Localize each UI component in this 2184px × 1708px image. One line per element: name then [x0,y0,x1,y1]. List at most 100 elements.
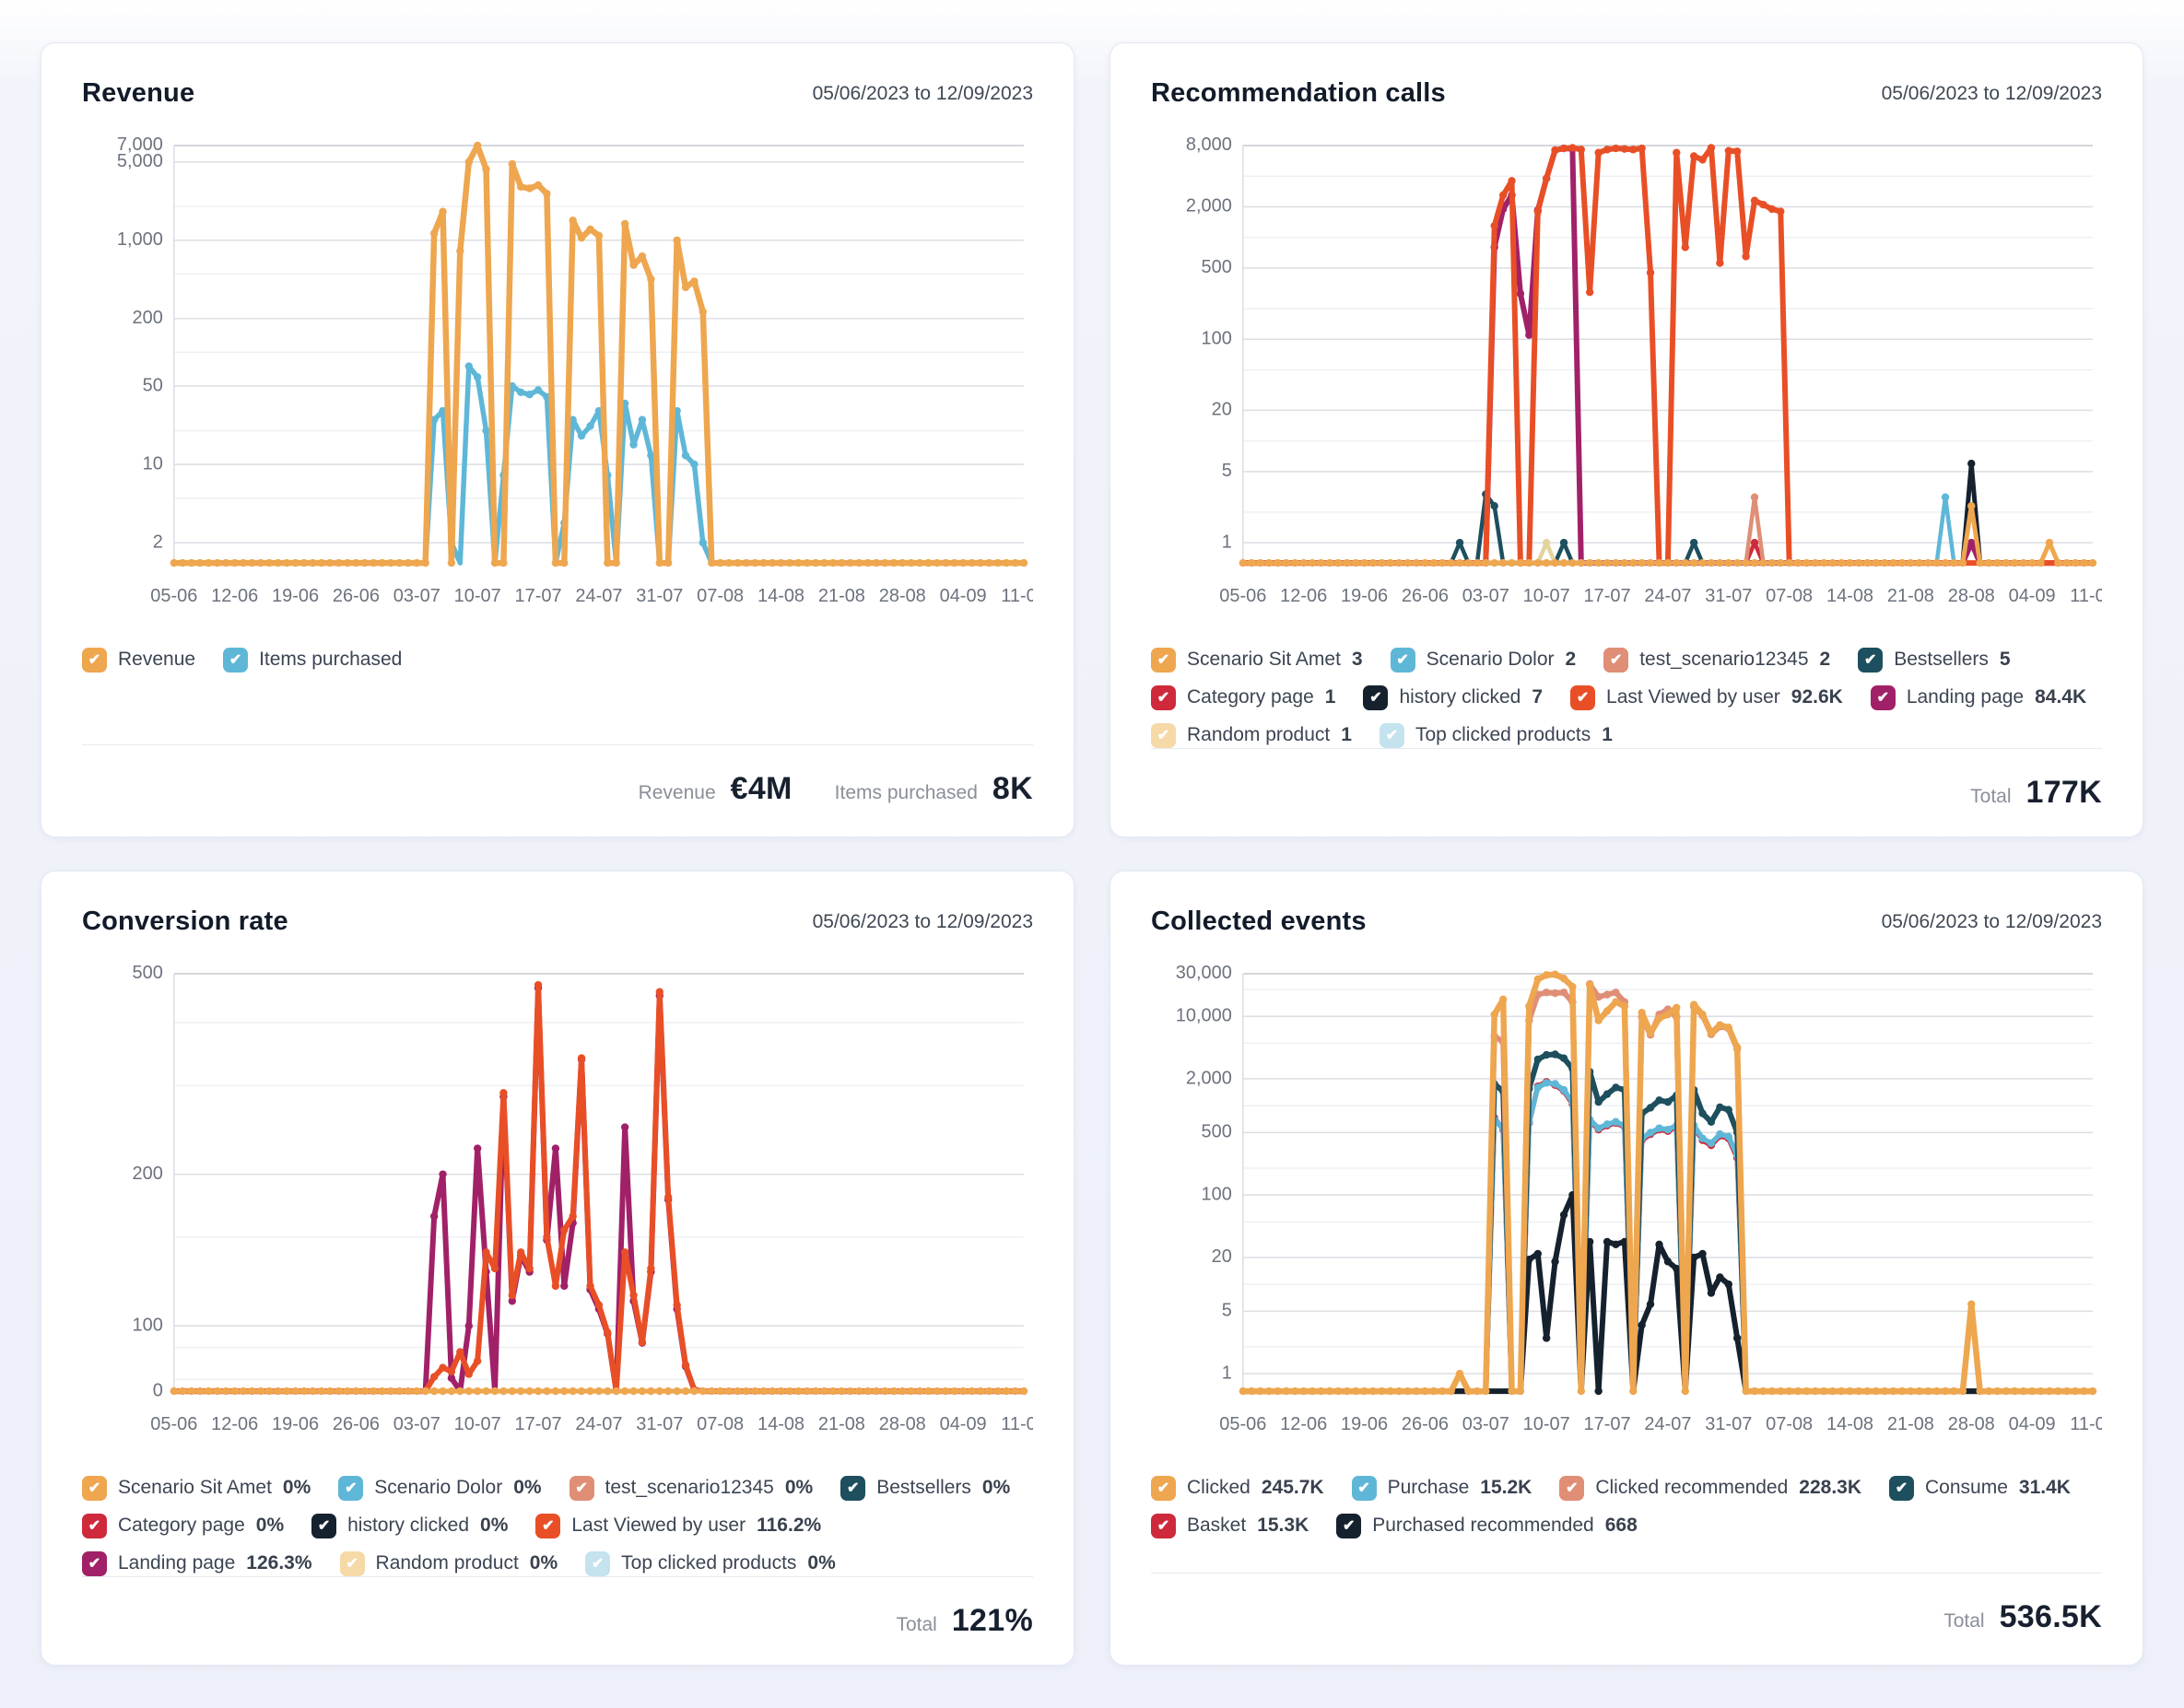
divider [1151,747,2102,750]
totals: Total 121% [82,1603,1033,1639]
checkbox-checked-icon[interactable]: ✔ [82,1513,107,1538]
checkbox-checked-icon[interactable]: ✔ [1889,1475,1914,1501]
legend-item-clicked-recommended[interactable]: ✔ Clicked recommended 228.3K [1559,1475,1861,1501]
legend-label: Clicked recommended [1595,1477,1789,1499]
svg-text:12-06: 12-06 [1280,1414,1327,1434]
checkbox-checked-icon[interactable]: ✔ [840,1475,866,1501]
svg-text:500: 500 [133,963,163,983]
legend-item-category-page[interactable]: ✔ Category page 1 [1151,684,1335,710]
checkbox-checked-icon[interactable]: ✔ [1858,647,1884,673]
svg-text:2,000: 2,000 [1186,1068,1232,1088]
svg-text:10-07: 10-07 [454,586,501,606]
svg-text:0: 0 [153,1380,163,1400]
legend: ✔ Scenario Sit Amet 3 ✔ Scenario Dolor 2 ✔ test… [1151,647,2102,748]
legend-value: 668 [1604,1515,1638,1537]
checkbox-checked-icon[interactable]: ✔ [311,1513,337,1538]
checkbox-checked-icon[interactable]: ✔ [338,1475,364,1501]
checkbox-checked-icon[interactable]: ✔ [1336,1513,1362,1538]
checkbox-checked-icon[interactable]: ✔ [1151,647,1176,673]
legend-label: Category page [1187,686,1314,708]
card-header: Conversion rate 05/06/2023 to 12/09/2023 [82,907,1033,937]
conversion-rate-chart: 500 200 100 0 05-06 12-06 19-06 26-06 03-07 10-07… [133,963,1033,1434]
conversion-rate-card: Conversion rate 05/06/2023 to 12/09/2023… [41,871,1074,1666]
legend-value: 228.3K [1799,1477,1861,1499]
svg-text:10-07: 10-07 [454,1414,501,1434]
svg-text:11-09: 11-09 [2070,586,2102,606]
legend-item-bestsellers[interactable]: ✔ Bestsellers 0% [840,1475,1010,1501]
legend-item-last-viewed-by-user[interactable]: ✔ Last Viewed by user 116.2% [535,1513,821,1538]
legend-value: 0% [784,1477,814,1499]
checkbox-checked-icon[interactable]: ✔ [1363,684,1389,710]
checkbox-checked-icon[interactable]: ✔ [82,647,107,673]
card-title: Revenue [82,78,195,108]
checkbox-checked-icon[interactable]: ✔ [1151,722,1176,748]
card-footer: Revenue €4M Items purchased 8K [82,743,1033,808]
legend-item-test-scenario12345[interactable]: ✔ test_scenario12345 0% [569,1475,814,1501]
legend-item-history-clicked[interactable]: ✔ history clicked 0% [311,1513,508,1538]
legend-item-scenario-sit-amet[interactable]: ✔ Scenario Sit Amet 0% [82,1475,311,1501]
totals: Revenue €4M Items purchased 8K [82,771,1033,807]
checkbox-checked-icon[interactable]: ✔ [223,647,249,673]
checkbox-checked-icon[interactable]: ✔ [82,1475,107,1501]
legend-item-random-product[interactable]: ✔ Random product 1 [1151,722,1352,748]
legend-item-category-page[interactable]: ✔ Category page 0% [82,1513,284,1538]
svg-text:04-09: 04-09 [940,586,987,606]
checkbox-checked-icon[interactable]: ✔ [1151,1475,1176,1501]
legend-value: 3 [1351,649,1363,671]
checkbox-checked-icon[interactable]: ✔ [82,1550,107,1576]
legend-label: history clicked [1399,686,1521,708]
checkbox-checked-icon[interactable]: ✔ [535,1513,561,1538]
svg-text:05-06: 05-06 [150,1414,197,1434]
checkbox-checked-icon[interactable]: ✔ [1151,684,1176,710]
checkbox-checked-icon[interactable]: ✔ [1570,684,1596,710]
svg-text:24-07: 24-07 [1644,586,1691,606]
checkbox-checked-icon[interactable]: ✔ [339,1550,365,1576]
checkbox-checked-icon[interactable]: ✔ [1151,1513,1176,1538]
legend-item-revenue[interactable]: ✔ Revenue [82,647,195,673]
legend-item-purchased-recommended[interactable]: ✔ Purchased recommended 668 [1336,1513,1638,1538]
checkbox-checked-icon[interactable]: ✔ [1379,722,1404,748]
checkbox-checked-icon[interactable]: ✔ [1390,647,1415,673]
legend-item-top-clicked-products[interactable]: ✔ Top clicked products 0% [585,1550,836,1576]
legend-item-items-purchased[interactable]: ✔ Items purchased [223,647,403,673]
legend-item-top-clicked-products[interactable]: ✔ Top clicked products 1 [1379,722,1613,748]
legend-item-clicked[interactable]: ✔ Clicked 245.7K [1151,1475,1324,1501]
checkbox-checked-icon[interactable]: ✔ [1870,684,1896,710]
checkbox-checked-icon[interactable]: ✔ [585,1550,611,1576]
svg-text:1: 1 [1222,532,1232,552]
checkbox-checked-icon[interactable]: ✔ [569,1475,594,1501]
legend-item-landing-page[interactable]: ✔ Landing page 126.3% [82,1550,312,1576]
divider [82,1575,1033,1578]
legend-item-last-viewed-by-user[interactable]: ✔ Last Viewed by user 92.6K [1570,684,1843,710]
legend-item-purchase[interactable]: ✔ Purchase 15.2K [1351,1475,1532,1501]
checkbox-checked-icon[interactable]: ✔ [1351,1475,1377,1501]
legend-label: Basket [1187,1515,1247,1537]
svg-text:20: 20 [1212,400,1232,420]
legend-item-scenario-dolor[interactable]: ✔ Scenario Dolor 2 [1390,647,1576,673]
legend-item-scenario-sit-amet[interactable]: ✔ Scenario Sit Amet 3 [1151,647,1363,673]
date-range: 05/06/2023 to 12/09/2023 [812,83,1033,104]
svg-text:1: 1 [1222,1363,1232,1383]
legend-value: 5 [1999,649,2011,671]
checkbox-checked-icon[interactable]: ✔ [1559,1475,1585,1501]
legend-label: Scenario Dolor [374,1477,503,1499]
svg-text:8,000: 8,000 [1186,135,1232,155]
legend-item-scenario-dolor[interactable]: ✔ Scenario Dolor 0% [338,1475,542,1501]
legend-label: Items purchased [259,649,403,671]
svg-text:03-07: 03-07 [1462,586,1509,606]
legend-item-history-clicked[interactable]: ✔ history clicked 7 [1363,684,1543,710]
svg-text:19-06: 19-06 [1341,586,1388,606]
date-range: 05/06/2023 to 12/09/2023 [1881,911,2102,932]
legend-value: 15.2K [1480,1477,1532,1499]
legend-item-landing-page[interactable]: ✔ Landing page 84.4K [1870,684,2086,710]
svg-text:24-07: 24-07 [575,1414,622,1434]
svg-text:31-07: 31-07 [636,586,683,606]
legend-item-basket[interactable]: ✔ Basket 15.3K [1151,1513,1309,1538]
checkbox-checked-icon[interactable]: ✔ [1603,647,1629,673]
svg-text:20: 20 [1212,1246,1232,1267]
legend-item-test-scenario12345[interactable]: ✔ test_scenario12345 2 [1603,647,1830,673]
legend-item-consume[interactable]: ✔ Consume 31.4K [1889,1475,2071,1501]
legend-label: Landing page [118,1552,236,1574]
legend-item-bestsellers[interactable]: ✔ Bestsellers 5 [1858,647,2011,673]
legend-item-random-product[interactable]: ✔ Random product 0% [339,1550,558,1576]
